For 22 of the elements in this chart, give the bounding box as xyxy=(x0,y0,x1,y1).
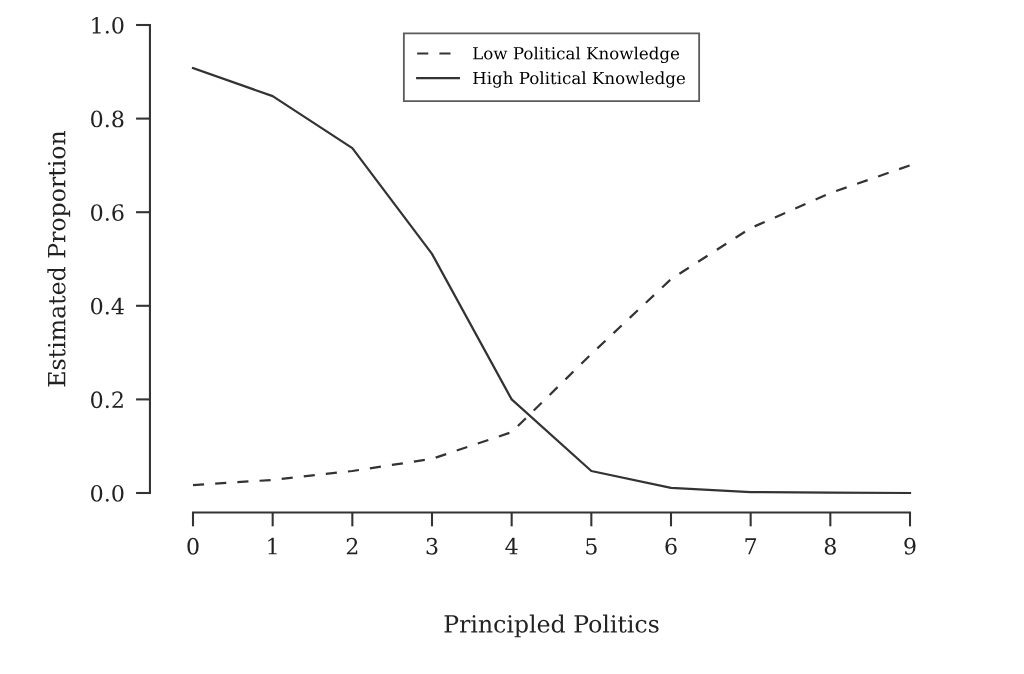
x-tick-label: 4 xyxy=(505,537,518,555)
y-tick-label: 0.8 xyxy=(91,110,124,128)
x-tick-label: 2 xyxy=(346,537,358,555)
x-tick-label: 3 xyxy=(426,537,438,555)
y-tick-label: 0.6 xyxy=(91,204,124,221)
x-tick-label: 9 xyxy=(904,537,916,555)
x-tick-label: 7 xyxy=(745,538,757,555)
line-series xyxy=(191,164,912,487)
x-tick-label: 1 xyxy=(268,537,277,555)
x-tick-label: 6 xyxy=(665,537,677,555)
x-tick-label: 8 xyxy=(824,537,836,555)
y-tick-label: 0.4 xyxy=(91,297,124,315)
legend-label: Low Political Knowledge xyxy=(473,46,680,64)
y-tick-label: 0.0 xyxy=(91,484,124,502)
x-tick-label: 5 xyxy=(586,538,597,555)
x-axis-title: Principled Politics xyxy=(444,614,659,638)
y-tick-label: 1.0 xyxy=(92,16,124,34)
legend-label: High Political Knowledge xyxy=(473,71,685,88)
x-tick-label: 0 xyxy=(187,537,199,555)
y-axis-title: Estimated Proportion xyxy=(47,130,71,387)
line-series xyxy=(191,66,912,495)
y-tick-label: 0.2 xyxy=(91,391,123,409)
